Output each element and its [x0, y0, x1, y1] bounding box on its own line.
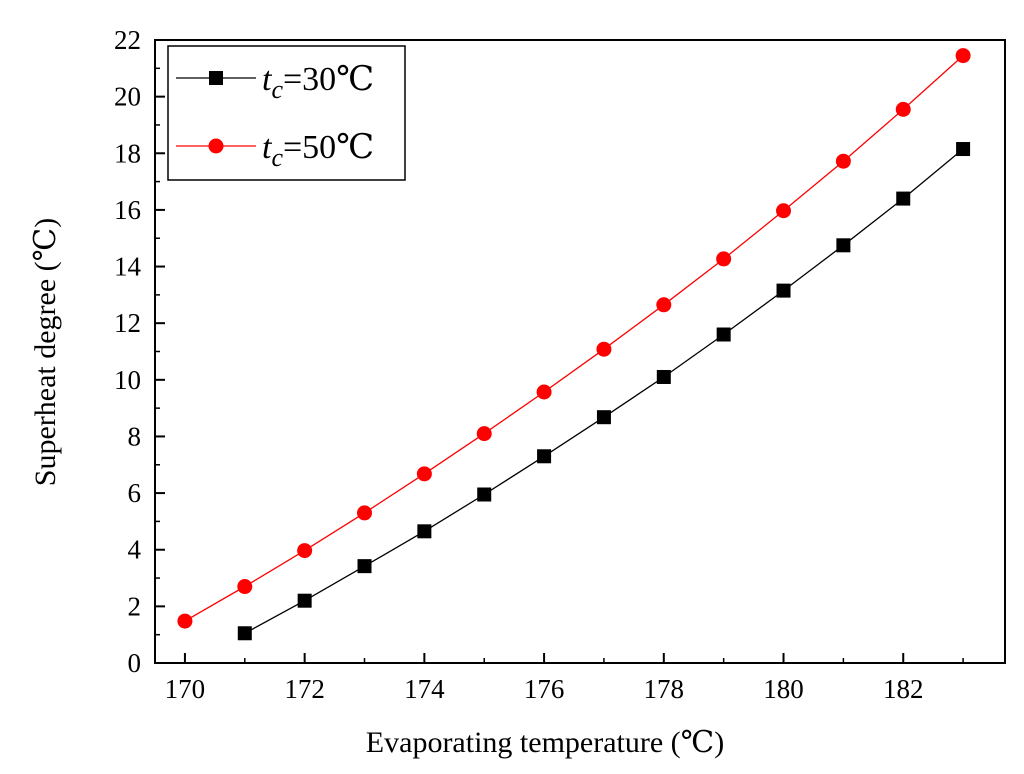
legend-box — [167, 45, 406, 181]
data-point-tc50 — [776, 203, 792, 219]
y-tick-label: 6 — [128, 478, 142, 508]
legend-label-tc30: tc=30℃ — [262, 61, 374, 104]
y-tick-label: 8 — [128, 421, 142, 451]
data-point-tc50 — [476, 426, 492, 442]
x-tick-label: 172 — [284, 674, 325, 704]
data-point-tc30 — [716, 327, 731, 342]
legend-marker-tc30 — [209, 71, 223, 85]
data-point-tc50 — [416, 466, 432, 482]
x-tick-label: 176 — [524, 674, 565, 704]
legend-marker-tc50 — [208, 138, 224, 154]
data-point-tc50 — [716, 251, 732, 267]
legend-entry-tc30: tc=30℃ — [176, 61, 374, 104]
x-tick-label: 180 — [763, 674, 804, 704]
y-tick-label: 18 — [114, 138, 141, 168]
y-tick-label: 4 — [128, 535, 142, 565]
y-tick-label: 16 — [114, 195, 141, 225]
data-point-tc50 — [955, 48, 971, 64]
data-point-tc30 — [776, 283, 791, 298]
series-layer — [177, 48, 971, 641]
data-point-tc30 — [836, 238, 851, 253]
legend-subscript-tc30: c — [271, 75, 283, 104]
data-point-tc30 — [417, 524, 432, 539]
data-point-tc30 — [956, 142, 971, 157]
data-point-tc50 — [596, 341, 612, 357]
x-tick-label: 170 — [165, 674, 206, 704]
data-point-tc50 — [357, 505, 373, 521]
y-tick-label: 2 — [128, 591, 142, 621]
x-tick-label: 174 — [404, 674, 445, 704]
series-line-tc50 — [184, 55, 964, 622]
data-point-tc30 — [537, 449, 552, 464]
data-point-tc50 — [656, 297, 672, 313]
legend-subscript-tc50: c — [271, 143, 283, 172]
data-point-tc30 — [237, 626, 252, 641]
data-point-tc30 — [656, 369, 671, 384]
legend-suffix-tc30: =30℃ — [283, 61, 374, 98]
y-tick-label: 14 — [114, 252, 142, 282]
legend-suffix-tc50: =50℃ — [283, 129, 374, 166]
data-point-tc30 — [357, 559, 372, 574]
y-tick-label: 0 — [128, 648, 142, 678]
legend-symbol-tc30: t — [262, 61, 273, 98]
data-point-tc30 — [297, 593, 312, 608]
data-point-tc30 — [896, 191, 911, 206]
legend-entry-tc50: tc=50℃ — [176, 129, 374, 172]
x-tick-label: 178 — [644, 674, 685, 704]
data-point-tc30 — [596, 410, 611, 425]
data-point-tc30 — [477, 487, 492, 502]
x-axis-title: Evaporating temperature (℃) — [366, 726, 724, 759]
y-tick-label: 20 — [114, 82, 141, 112]
legend-symbol-tc50: t — [262, 129, 273, 166]
data-point-tc50 — [177, 613, 193, 629]
data-point-tc50 — [536, 384, 552, 400]
data-point-tc50 — [237, 579, 253, 595]
legend-label-tc50: tc=50℃ — [262, 129, 374, 172]
x-tick-label: 182 — [883, 674, 924, 704]
data-point-tc50 — [895, 101, 911, 117]
data-point-tc50 — [297, 543, 313, 559]
legend: tc=30℃ tc=50℃ — [167, 45, 406, 181]
y-tick-label: 12 — [114, 308, 141, 338]
data-point-tc50 — [835, 153, 851, 169]
y-axis-title: Superheat degree (℃) — [29, 218, 62, 486]
y-tick-label: 22 — [114, 25, 141, 55]
y-tick-label: 10 — [114, 365, 141, 395]
